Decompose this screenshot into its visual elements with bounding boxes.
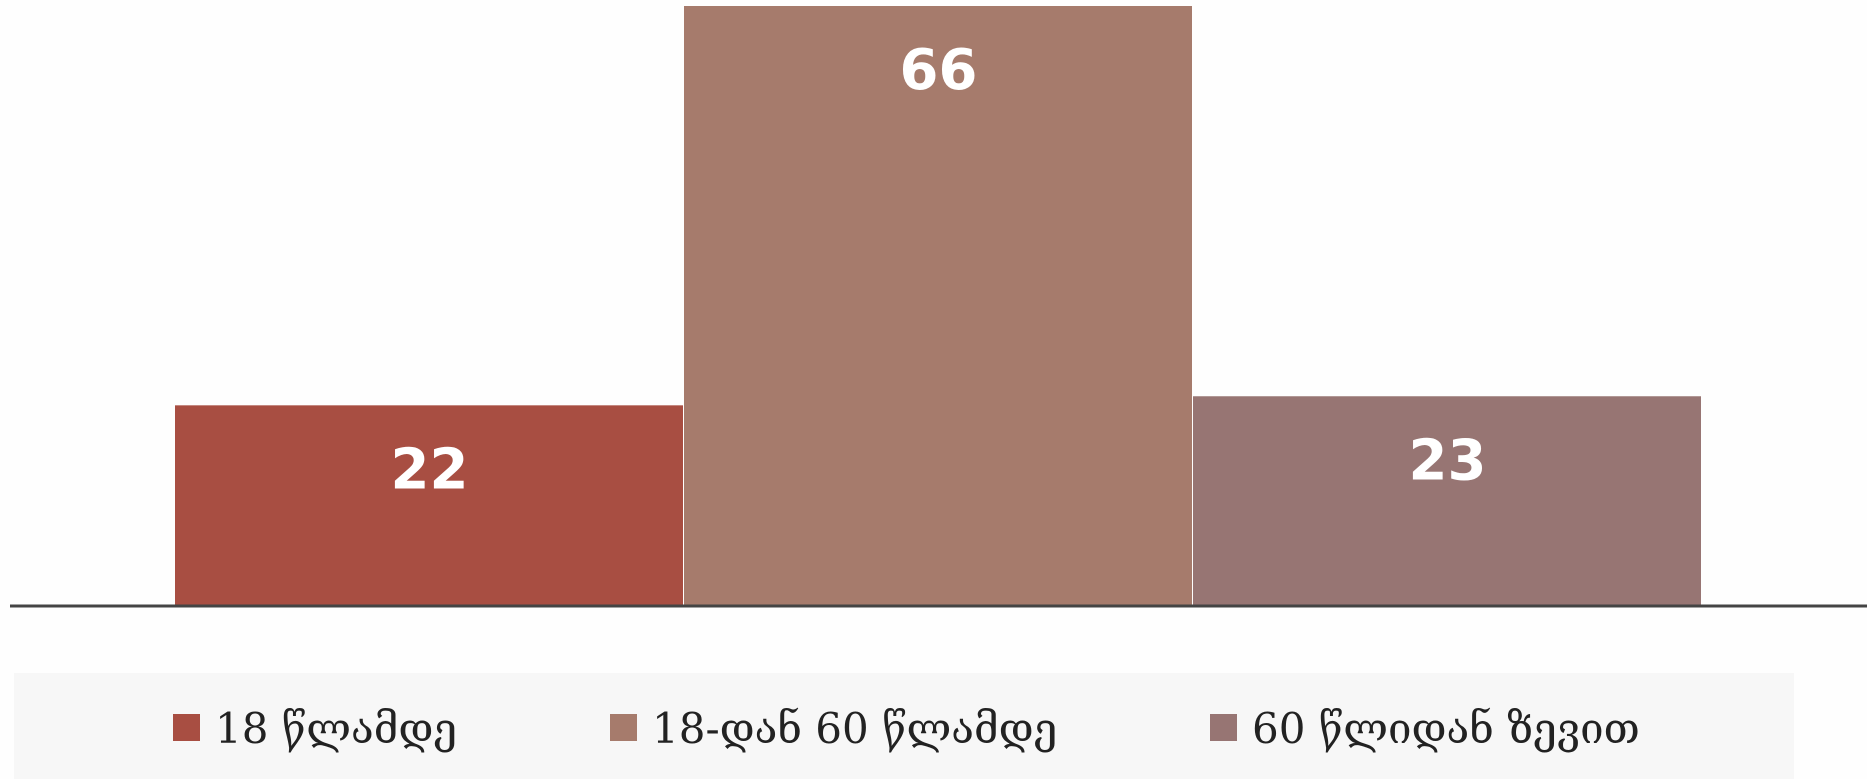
bars-group <box>175 6 1701 605</box>
legend-label-3: 60 წლიდან ზევით <box>1252 704 1640 753</box>
data-labels-group: 22 66 23 <box>391 38 1487 502</box>
legend-label-2: 18-დან 60 წლამდე <box>652 704 1057 753</box>
data-label-2: 66 <box>900 38 978 103</box>
bar-2 <box>684 6 1192 605</box>
data-label-3: 23 <box>1409 428 1487 493</box>
bar-1 <box>175 405 683 605</box>
legend-swatch-1 <box>173 714 200 741</box>
legend-swatch-2 <box>610 714 637 741</box>
legend-swatch-3 <box>1210 714 1237 741</box>
bar-3 <box>1193 396 1701 605</box>
legend-label-1: 18 წლამდე <box>215 704 457 753</box>
data-label-1: 22 <box>391 437 469 502</box>
legend: 18 წლამდე 18-დან 60 წლამდე 60 წლიდან ზევით <box>173 704 1640 753</box>
legend-box <box>14 673 1794 779</box>
